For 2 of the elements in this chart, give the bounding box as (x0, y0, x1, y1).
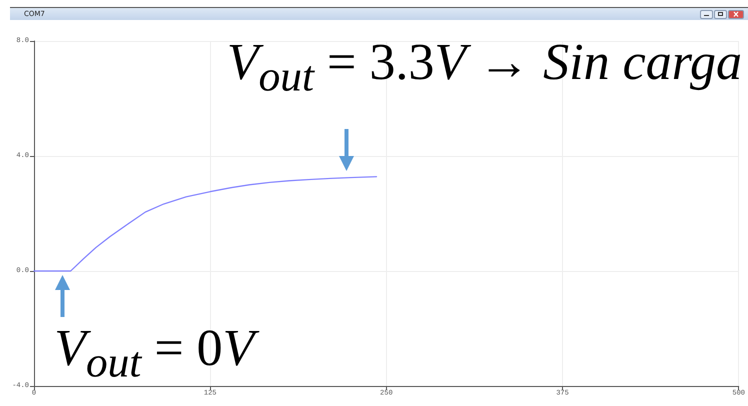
line-series (33, 176, 378, 272)
annotation: V$_{out}$ = 3.3V → Sin carga (226, 34, 742, 100)
